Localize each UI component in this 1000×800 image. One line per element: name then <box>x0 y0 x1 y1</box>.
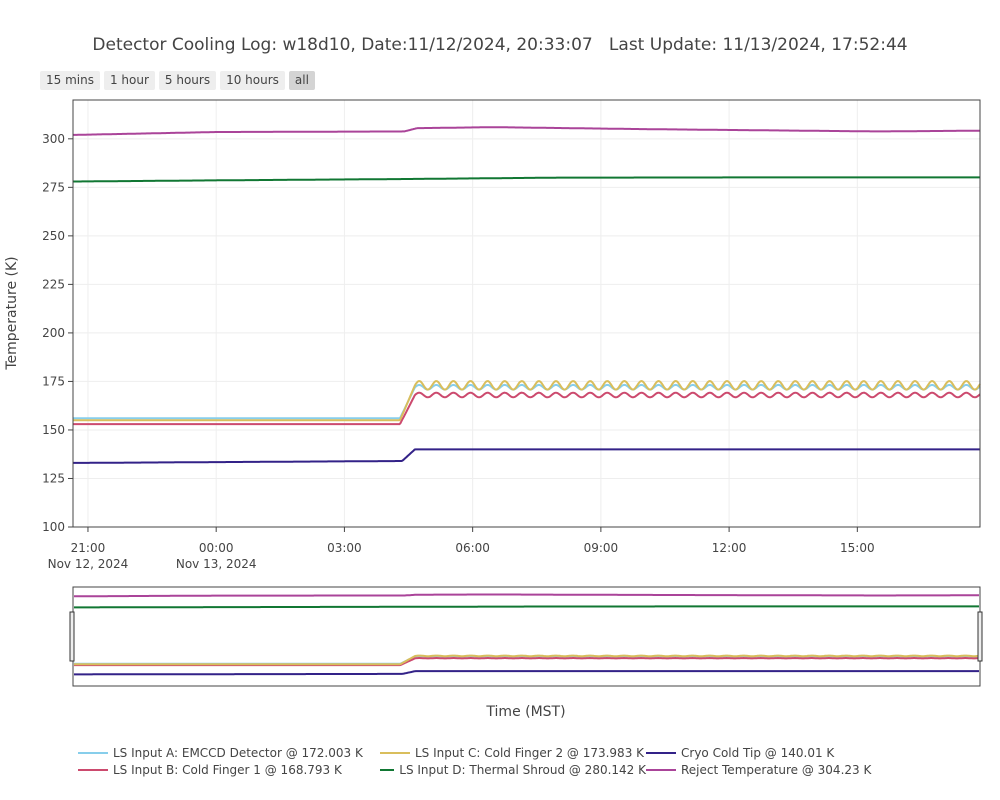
x-tick-date-label: Nov 12, 2024 <box>48 557 129 571</box>
range-slider-bg <box>72 586 981 687</box>
y-tick-label: 150 <box>42 423 65 437</box>
legend-label: Reject Temperature @ 304.23 K <box>681 763 872 777</box>
legend-swatch <box>646 752 676 754</box>
legend-swatch <box>646 769 676 771</box>
range-slider-left-handle[interactable] <box>69 611 75 662</box>
range-button-15-mins[interactable]: 15 mins <box>40 71 100 90</box>
main-plot-series <box>73 126 981 464</box>
x-tick-label: 21:00 <box>71 541 106 555</box>
series-line-2 <box>73 379 981 422</box>
chart-title: Detector Cooling Log: w18d10, Date:11/12… <box>92 35 908 55</box>
x-axis-ticks: 21:00 Nov 12, 2024 00:00 Nov 13, 2024 03:00 0… <box>48 527 875 571</box>
x-tick-label: 12:00 <box>712 541 747 555</box>
legend-swatch <box>78 752 108 754</box>
legend-item[interactable]: LS Input D: Thermal Shroud @ 280.142 K <box>380 763 646 777</box>
range-slider-series <box>74 593 980 676</box>
y-axis-title: Temperature (K) <box>4 256 20 370</box>
legend-item[interactable]: LS Input B: Cold Finger 1 @ 168.793 K <box>78 763 380 777</box>
x-tick-label: 03:00 <box>327 541 362 555</box>
series-line-3 <box>73 176 980 183</box>
y-tick-label: 275 <box>42 180 65 194</box>
legend-label: LS Input C: Cold Finger 2 @ 173.983 K <box>415 746 645 760</box>
range-button-10-hours[interactable]: 10 hours <box>220 71 285 90</box>
legend-swatch <box>380 769 395 771</box>
y-tick-label: 200 <box>42 326 65 340</box>
legend: LS Input A: EMCCD Detector @ 172.003 K LS… <box>78 746 886 777</box>
series-line-0 <box>73 383 981 420</box>
main-plot-frame <box>72 99 981 528</box>
legend-item[interactable]: Cryo Cold Tip @ 140.01 K <box>646 746 886 760</box>
range-slider-series-line-3 <box>74 605 979 609</box>
series-line-4 <box>73 448 980 464</box>
legend-item[interactable]: LS Input A: EMCCD Detector @ 172.003 K <box>78 746 380 760</box>
y-tick-label: 100 <box>42 520 65 534</box>
x-tick-label: 15:00 <box>840 541 875 555</box>
legend-label: LS Input A: EMCCD Detector @ 172.003 K <box>113 746 363 760</box>
legend-item[interactable]: Reject Temperature @ 304.23 K <box>646 763 886 777</box>
range-button-all[interactable]: all <box>288 71 315 90</box>
series-line-5 <box>73 126 980 136</box>
range-slider-series-line-4 <box>74 670 979 676</box>
legend-label: LS Input B: Cold Finger 1 @ 168.793 K <box>113 763 342 777</box>
series-line-1 <box>73 391 981 426</box>
x-tick-label: 06:00 <box>455 541 490 555</box>
y-tick-label: 175 <box>42 374 65 388</box>
range-button-1-hour[interactable]: 1 hour <box>103 71 155 90</box>
x-tick-date-label: Nov 13, 2024 <box>176 557 257 571</box>
range-slider-series-line-5 <box>74 593 979 598</box>
y-axis-ticks: 100 125 150 175 200 225 250 275 300 <box>42 132 73 534</box>
range-selector: 15 mins 1 hour 5 hours 10 hours all <box>40 71 315 90</box>
legend-label: LS Input D: Thermal Shroud @ 280.142 K <box>399 763 646 777</box>
y-tick-label: 250 <box>42 229 65 243</box>
x-axis-title: Time (MST) <box>485 704 565 720</box>
y-tick-label: 300 <box>42 132 65 146</box>
legend-swatch <box>78 769 108 771</box>
legend-swatch <box>380 752 410 754</box>
range-button-5-hours[interactable]: 5 hours <box>158 71 217 90</box>
legend-item[interactable]: LS Input C: Cold Finger 2 @ 173.983 K <box>380 746 646 760</box>
range-slider-series-line-2 <box>74 654 980 666</box>
y-tick-label: 225 <box>42 277 65 291</box>
legend-label: Cryo Cold Tip @ 140.01 K <box>681 746 835 760</box>
x-tick-label: 09:00 <box>584 541 619 555</box>
range-slider[interactable] <box>69 586 983 687</box>
range-slider-right-handle[interactable] <box>977 611 983 662</box>
y-tick-label: 125 <box>42 471 65 485</box>
x-tick-label: 00:00 <box>199 541 234 555</box>
